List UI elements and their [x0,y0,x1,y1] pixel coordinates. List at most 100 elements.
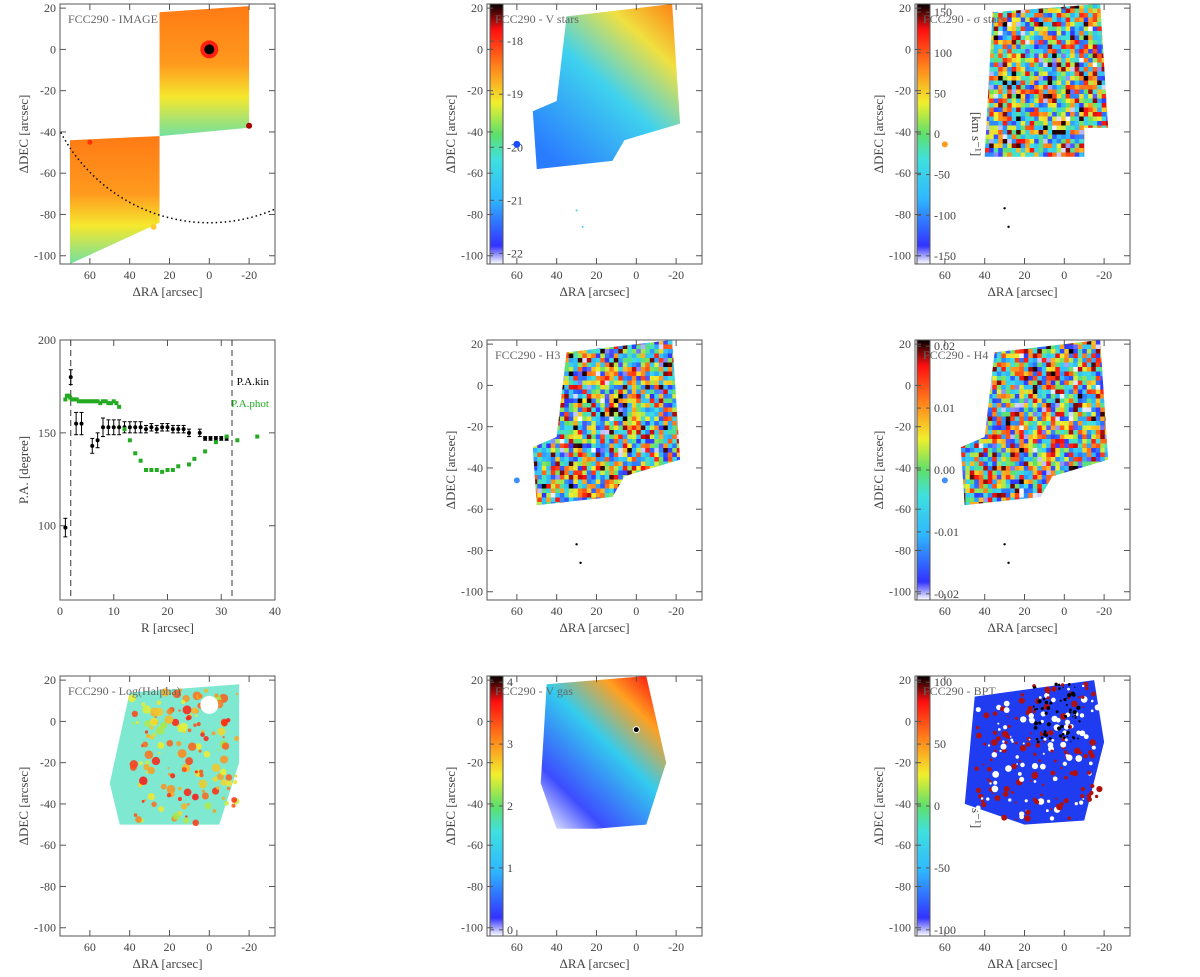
noise-cell [1052,134,1057,140]
y-tick-label: -80 [895,543,911,557]
noise-cell [1055,344,1061,350]
noise-cell [1101,148,1107,153]
colorbar-tick-label: -100 [934,208,956,222]
noise-cell [987,439,993,444]
noise-cell [1046,488,1052,494]
noise-cell [1056,71,1062,77]
bpt-cell [975,725,980,730]
noise-cell [1106,26,1109,32]
noise-cell [559,470,565,476]
noise-cell [604,479,610,485]
noise-cell [965,475,971,480]
noise-cell [541,430,547,435]
noise-cell [1046,421,1052,426]
noise-cell [1047,152,1053,157]
noise-cell [636,493,642,498]
noise-cell [1034,148,1039,153]
noise-cell [1029,67,1035,72]
noise-cell [993,53,999,59]
bpt-cell [1042,752,1045,755]
x-tick-label: 60 [511,940,523,954]
noise-cell [1010,358,1016,363]
noise-cell [1047,98,1053,104]
noise-cell [1001,470,1007,476]
noise-cell [1092,62,1098,68]
noise-cell [1091,448,1097,453]
noise-cell [1059,394,1065,399]
noise-cell [555,380,561,386]
noise-cell [983,430,989,435]
noise-cell [1079,148,1084,153]
noise-cell [1056,80,1062,86]
halpha-blob [183,817,190,824]
noise-cell [667,484,673,489]
noise-cell [1050,493,1056,498]
noise-cell [1079,35,1084,41]
noise-cell [559,443,565,449]
halpha-blob [144,750,154,760]
bpt-cell [1079,800,1084,805]
noise-cell [1055,502,1061,506]
noise-cell [998,94,1003,99]
noise-cell [649,371,655,377]
noise-cell [1032,475,1038,480]
noise-cell [649,340,655,345]
noise-cell [654,367,660,372]
noise-cell [645,452,651,458]
noise-cell [573,421,579,426]
noise-cell [1086,479,1092,485]
noise-cell [1038,31,1044,36]
noise-cell [1005,466,1011,471]
noise-cell [546,430,552,435]
noise-field [984,4,1109,157]
noise-cell [658,502,664,506]
noise-cell [1095,479,1101,485]
noise-cell [627,434,633,440]
noise-cell [1092,134,1098,140]
noise-cell [1014,416,1020,422]
noise-cell [631,376,637,381]
noise-cell [1059,466,1065,471]
halpha-blob [158,751,161,755]
noise-cell [1061,107,1066,113]
noise-cell [672,389,678,395]
noise-cell [604,452,610,458]
noise-cell [1065,130,1071,135]
noise-cell [1065,62,1071,68]
noise-cell [546,484,552,489]
colorbar-tick-label: -19 [507,87,523,101]
noise-cell [992,380,998,386]
noise-cell [550,394,556,399]
noise-cell [609,376,615,381]
noise-cell [532,412,538,417]
y-tick-label: -60 [895,838,911,852]
noise-cell [1086,493,1092,498]
noise-cell [1097,130,1102,135]
noise-cell [1106,8,1109,14]
noise-cell [1037,358,1043,363]
noise-cell [568,470,574,476]
noise-cell [627,407,633,413]
noise-cell [1014,412,1020,417]
noise-cell [1070,98,1075,104]
noise-cell [1097,89,1102,95]
noise-cell [663,398,669,404]
noise-cell [1038,71,1044,77]
noise-cell [537,484,543,489]
noise-cell [550,452,556,458]
noise-cell [1023,466,1029,471]
noise-cell [1068,425,1074,431]
y-tick-label: -40 [40,797,56,811]
noise-cell [631,493,637,498]
noise-cell [1014,376,1020,381]
noise-cell [1106,121,1109,126]
noise-cell [564,412,570,417]
noise-cell [996,470,1002,476]
noise-cell [1104,362,1109,368]
noise-cell [573,376,579,381]
noise-cell [1056,107,1062,113]
noise-cell [1023,407,1029,413]
noise-cell [613,367,619,372]
noise-cell [1038,130,1044,135]
noise-cell [960,448,966,453]
